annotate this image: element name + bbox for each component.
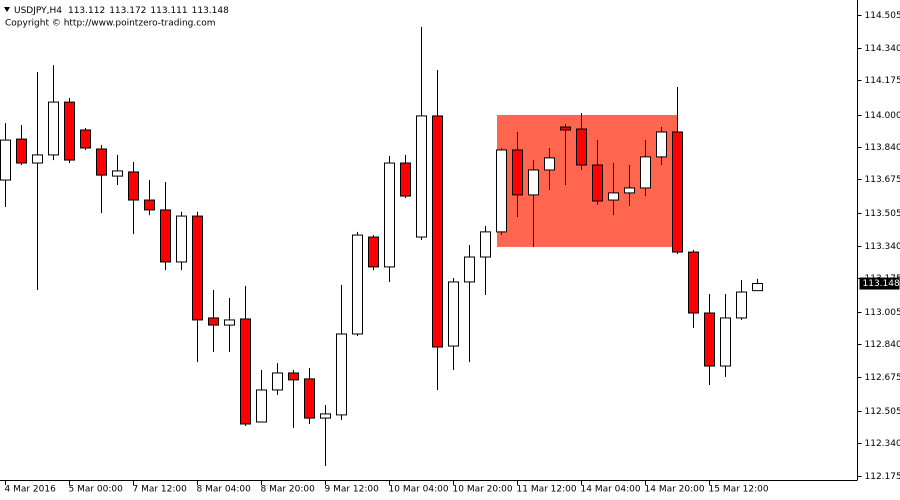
candle-body (112, 170, 123, 177)
candle-body (704, 312, 715, 367)
y-tick-label: 114.505 (865, 11, 900, 21)
y-tick-label: 113.675 (865, 175, 900, 185)
candle-body (560, 126, 571, 131)
candle-body (416, 115, 427, 238)
candle-body (32, 154, 43, 164)
x-tick-label: 8 Mar 04:00 (197, 485, 252, 495)
candle-body (688, 251, 699, 314)
x-tick-label: 10 Mar 04:00 (389, 485, 449, 495)
candle-body (720, 317, 731, 367)
candle-body (176, 215, 187, 263)
y-tick-label: 112.675 (865, 373, 900, 383)
candle-body (288, 372, 299, 381)
candle-body (624, 187, 635, 194)
last-close: 113.148 (192, 6, 229, 16)
x-tick-label: 8 Mar 20:00 (261, 485, 316, 495)
x-tick-label: 7 Mar 12:00 (133, 485, 188, 495)
y-tick-label: 112.340 (865, 439, 900, 449)
candle-body (336, 333, 347, 416)
x-tick-label: 15 Mar 12:00 (709, 485, 769, 495)
candle-body (592, 164, 603, 202)
x-tick-label: 4 Mar 2016 (5, 485, 57, 495)
candle-body (608, 192, 619, 201)
candle-body (528, 169, 539, 196)
candle-body (736, 291, 747, 319)
y-tick-label: 113.005 (865, 308, 900, 318)
candle-body (480, 231, 491, 258)
candle-body (16, 138, 27, 164)
y-tick-label: 113.840 (865, 143, 900, 153)
copyright: Copyright © http://www.pointzero-trading… (5, 19, 215, 29)
y-tick-label: 112.840 (865, 340, 900, 350)
candle-body (576, 128, 587, 166)
candle-body (320, 413, 331, 419)
symbol: USDJPY,H4 (14, 6, 62, 16)
candle-body (64, 101, 75, 161)
candle-body (496, 149, 507, 233)
candle-body (0, 139, 11, 181)
candle-body (752, 283, 763, 292)
candle-body (384, 162, 395, 268)
y-tick-label: 114.175 (865, 76, 900, 86)
candle-body (256, 389, 267, 423)
x-tick-label: 5 Mar 00:00 (69, 485, 124, 495)
y-tick-label: 112.175 (865, 472, 900, 482)
y-tick-label: 113.505 (865, 209, 900, 219)
candle-body (192, 215, 203, 321)
candle-body (224, 319, 235, 326)
candle-body (544, 157, 555, 171)
candle-body (80, 129, 91, 149)
x-tick-label: 14 Mar 20:00 (645, 485, 705, 495)
candle-body (48, 101, 59, 156)
candle-body (640, 156, 651, 189)
x-tick-label: 9 Mar 12:00 (325, 485, 380, 495)
candle-body (208, 317, 219, 326)
y-tick-label: 114.000 (865, 111, 900, 121)
candle-body (672, 131, 683, 253)
last-low: 113.111 (150, 6, 187, 16)
candle-body (240, 318, 251, 425)
x-tick-label: 14 Mar 04:00 (581, 485, 641, 495)
candle-body (304, 378, 315, 419)
candle-body (400, 162, 411, 197)
candle-body (96, 148, 107, 176)
last-high: 113.172 (109, 6, 146, 16)
candle-body (432, 115, 443, 348)
candle-body (448, 281, 459, 347)
candle-body (160, 209, 171, 263)
price-label: 113.148 (863, 279, 900, 289)
y-tick-label: 112.505 (865, 407, 900, 417)
candle-body (368, 236, 379, 268)
candle-body (512, 149, 523, 196)
y-tick-label: 114.340 (865, 44, 900, 54)
price-label-box (859, 277, 900, 290)
candle-body (128, 171, 139, 201)
candle-body (272, 372, 283, 391)
plot-area (0, 26, 763, 466)
x-tick-label: 10 Mar 20:00 (453, 485, 513, 495)
dropdown-icon[interactable] (4, 7, 10, 12)
header: USDJPY,H4 113.112 113.172 113.111 113.148 (14, 6, 229, 16)
candle-body (144, 199, 155, 211)
candle-body (464, 256, 475, 283)
candle-body (352, 234, 363, 335)
last-open: 113.112 (68, 6, 105, 16)
candle-body (656, 131, 667, 158)
y-tick-label: 113.340 (865, 242, 900, 252)
x-tick-label: 11 Mar 12:00 (517, 485, 577, 495)
